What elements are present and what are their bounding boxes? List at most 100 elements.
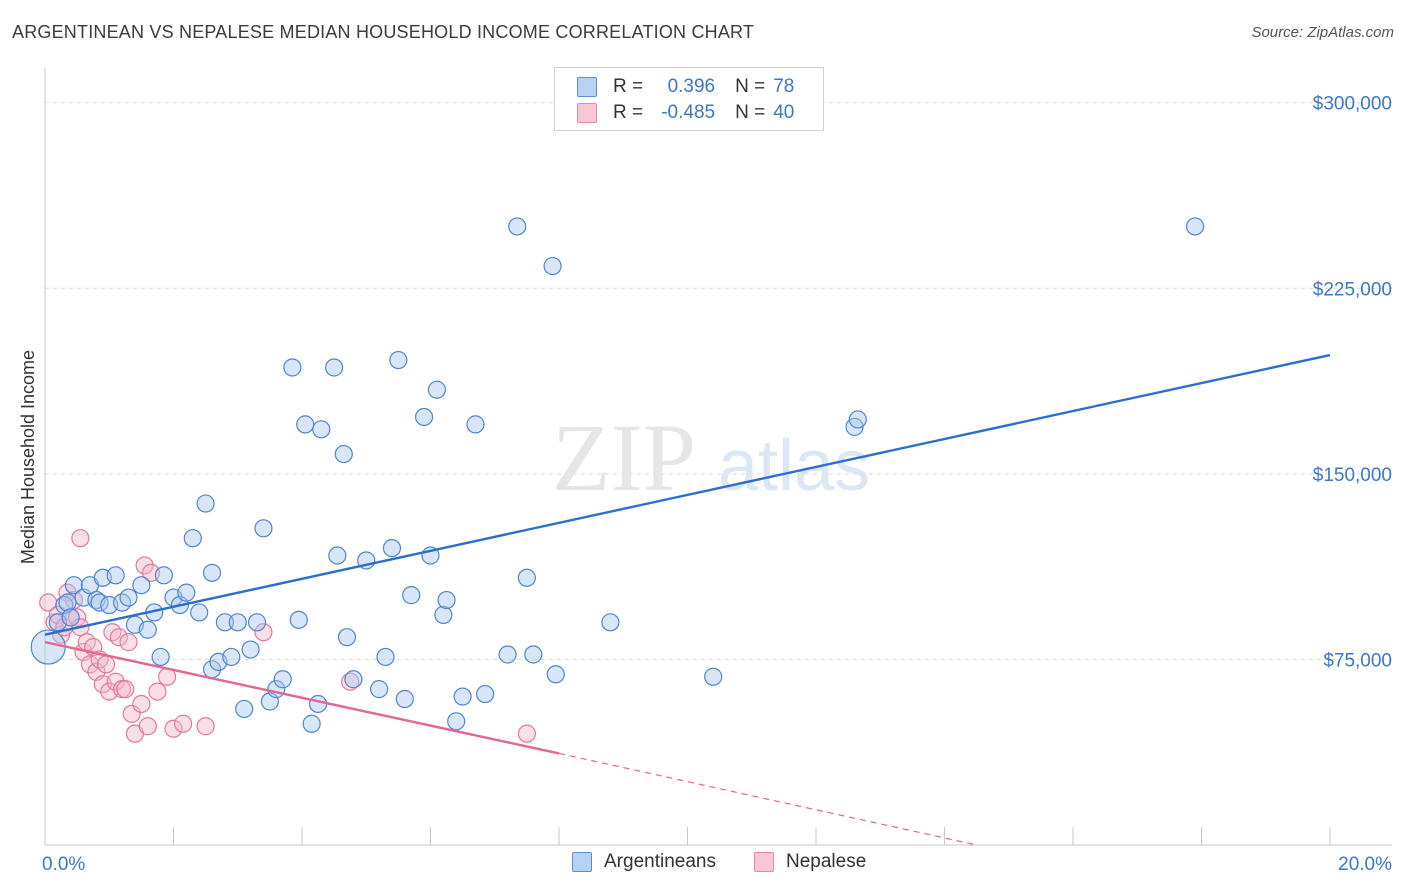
legend-r-value: 0.396 [667, 76, 716, 97]
argentineans-point [154, 566, 173, 585]
legend-r-label: R = [613, 76, 644, 97]
watermark: ZIP atlas [552, 404, 870, 511]
argentineans-point [228, 613, 247, 632]
argentineans-point [106, 566, 125, 585]
argentineans-point [302, 714, 321, 733]
watermark-zip: ZIP [552, 404, 696, 511]
argentineans-point [517, 568, 536, 587]
nepalese-point [119, 633, 138, 652]
argentineans-point [498, 645, 517, 664]
argentineans-point [235, 699, 254, 719]
legend-label-argentineans: Argentineans [604, 851, 716, 872]
argentineans-point [389, 350, 408, 370]
argentineans-point [1185, 217, 1205, 236]
axes [44, 68, 1392, 846]
trend-lines [44, 353, 1331, 846]
argentineans-point [177, 583, 196, 602]
nepalese-point [96, 655, 116, 674]
argentineans-points [30, 217, 1205, 733]
legend-n-label: N = [735, 76, 766, 97]
nepalese-point [148, 682, 167, 701]
legend-item-argentineans[interactable]: Argentineans [572, 851, 716, 873]
argentineans-point [222, 647, 241, 667]
argentineans-point [328, 546, 347, 565]
argentineans-point [132, 576, 151, 595]
argentineans-point [414, 407, 434, 427]
argentineans-point [183, 529, 202, 548]
argentineans-point [64, 576, 84, 595]
axis-labels: $75,000 $150,000 $225,000 $300,000 0.0% 20.0%… [18, 94, 1392, 875]
argentineans-point [395, 689, 414, 709]
chart-title: ARGENTINEAN VS NEPALESE MEDIAN HOUSEHOLD… [12, 22, 755, 42]
nepalese-point [196, 717, 215, 736]
argentineans-point [190, 603, 209, 622]
argentineans-point [524, 645, 543, 664]
grid-lines [45, 102, 1392, 660]
legend-swatch-pink [754, 852, 774, 872]
watermark-atlas: atlas [718, 426, 870, 506]
argentineans-point [202, 563, 222, 582]
argentineans-point [325, 358, 344, 377]
argentineans-point [437, 590, 456, 610]
correlation-legend: R = 0.396 N = 78 R = -0.485 N = 40 [554, 67, 824, 131]
legend-n-value: 40 [773, 102, 795, 123]
legend-swatch-pink [577, 103, 597, 123]
nepalese-points [39, 529, 536, 743]
argentineans-point [273, 670, 292, 689]
argentineans-point [151, 647, 170, 667]
legend-row-argentineans: R = 0.396 N = 78 [577, 75, 794, 99]
argentineans-point [138, 620, 157, 639]
legend-n-value: 78 [773, 76, 795, 97]
argentineans-point [434, 605, 453, 625]
nepalese-trend-extension [558, 752, 977, 846]
argentineans-point [215, 613, 234, 632]
y-tick-label: $75,000 [1323, 650, 1392, 671]
legend-n-label: N = [735, 102, 766, 123]
argentineans-point [61, 608, 80, 627]
argentineans-point [370, 680, 389, 699]
argentineans-point [508, 217, 527, 236]
argentineans-point [241, 640, 260, 659]
legend-swatch-blue [572, 852, 592, 872]
argentineans-point [289, 610, 308, 629]
y-axis-label: Median Household Income [18, 350, 38, 564]
nepalese-point [80, 655, 100, 674]
argentineans-point [546, 665, 565, 684]
argentineans-point [543, 256, 562, 276]
legend-item-nepalese[interactable]: Nepalese [754, 851, 866, 873]
argentineans-point [453, 687, 472, 706]
argentineans-point [601, 613, 620, 632]
source-label: Source: ZipAtlas.com [1251, 24, 1394, 41]
legend-swatch-blue [577, 77, 597, 97]
y-tick-label: $150,000 [1313, 465, 1392, 486]
argentineans-point [58, 593, 77, 612]
nepalese-point [135, 556, 154, 575]
argentineans-point [296, 415, 315, 434]
nepalese-point [164, 719, 183, 738]
nepalese-point [174, 714, 193, 733]
argentineans-point [704, 667, 723, 686]
argentineans-point [466, 415, 485, 434]
y-tick-label: $300,000 [1313, 94, 1392, 115]
argentineans-point [283, 358, 302, 377]
nepalese-point [517, 724, 536, 743]
argentineans-point [376, 647, 395, 667]
nepalese-point [122, 704, 141, 723]
argentineans-point [476, 684, 495, 704]
legend-r-value: -0.485 [661, 102, 716, 123]
argentineans-point [382, 538, 402, 558]
argentineans-point [308, 694, 328, 714]
argentineans-point [247, 613, 267, 632]
nepalese-point [71, 529, 90, 548]
argentineans-point [337, 628, 357, 647]
nepalese-point [68, 608, 87, 627]
argentineans-point [334, 444, 353, 464]
argentineans-point [312, 420, 331, 439]
legend-row-nepalese: R = -0.485 N = 40 [577, 101, 794, 125]
nepalese-point [116, 680, 135, 699]
legend-label-nepalese: Nepalese [786, 851, 867, 872]
argentineans-point [447, 712, 466, 731]
nepalese-point [254, 623, 273, 642]
nepalese-point [341, 672, 360, 691]
